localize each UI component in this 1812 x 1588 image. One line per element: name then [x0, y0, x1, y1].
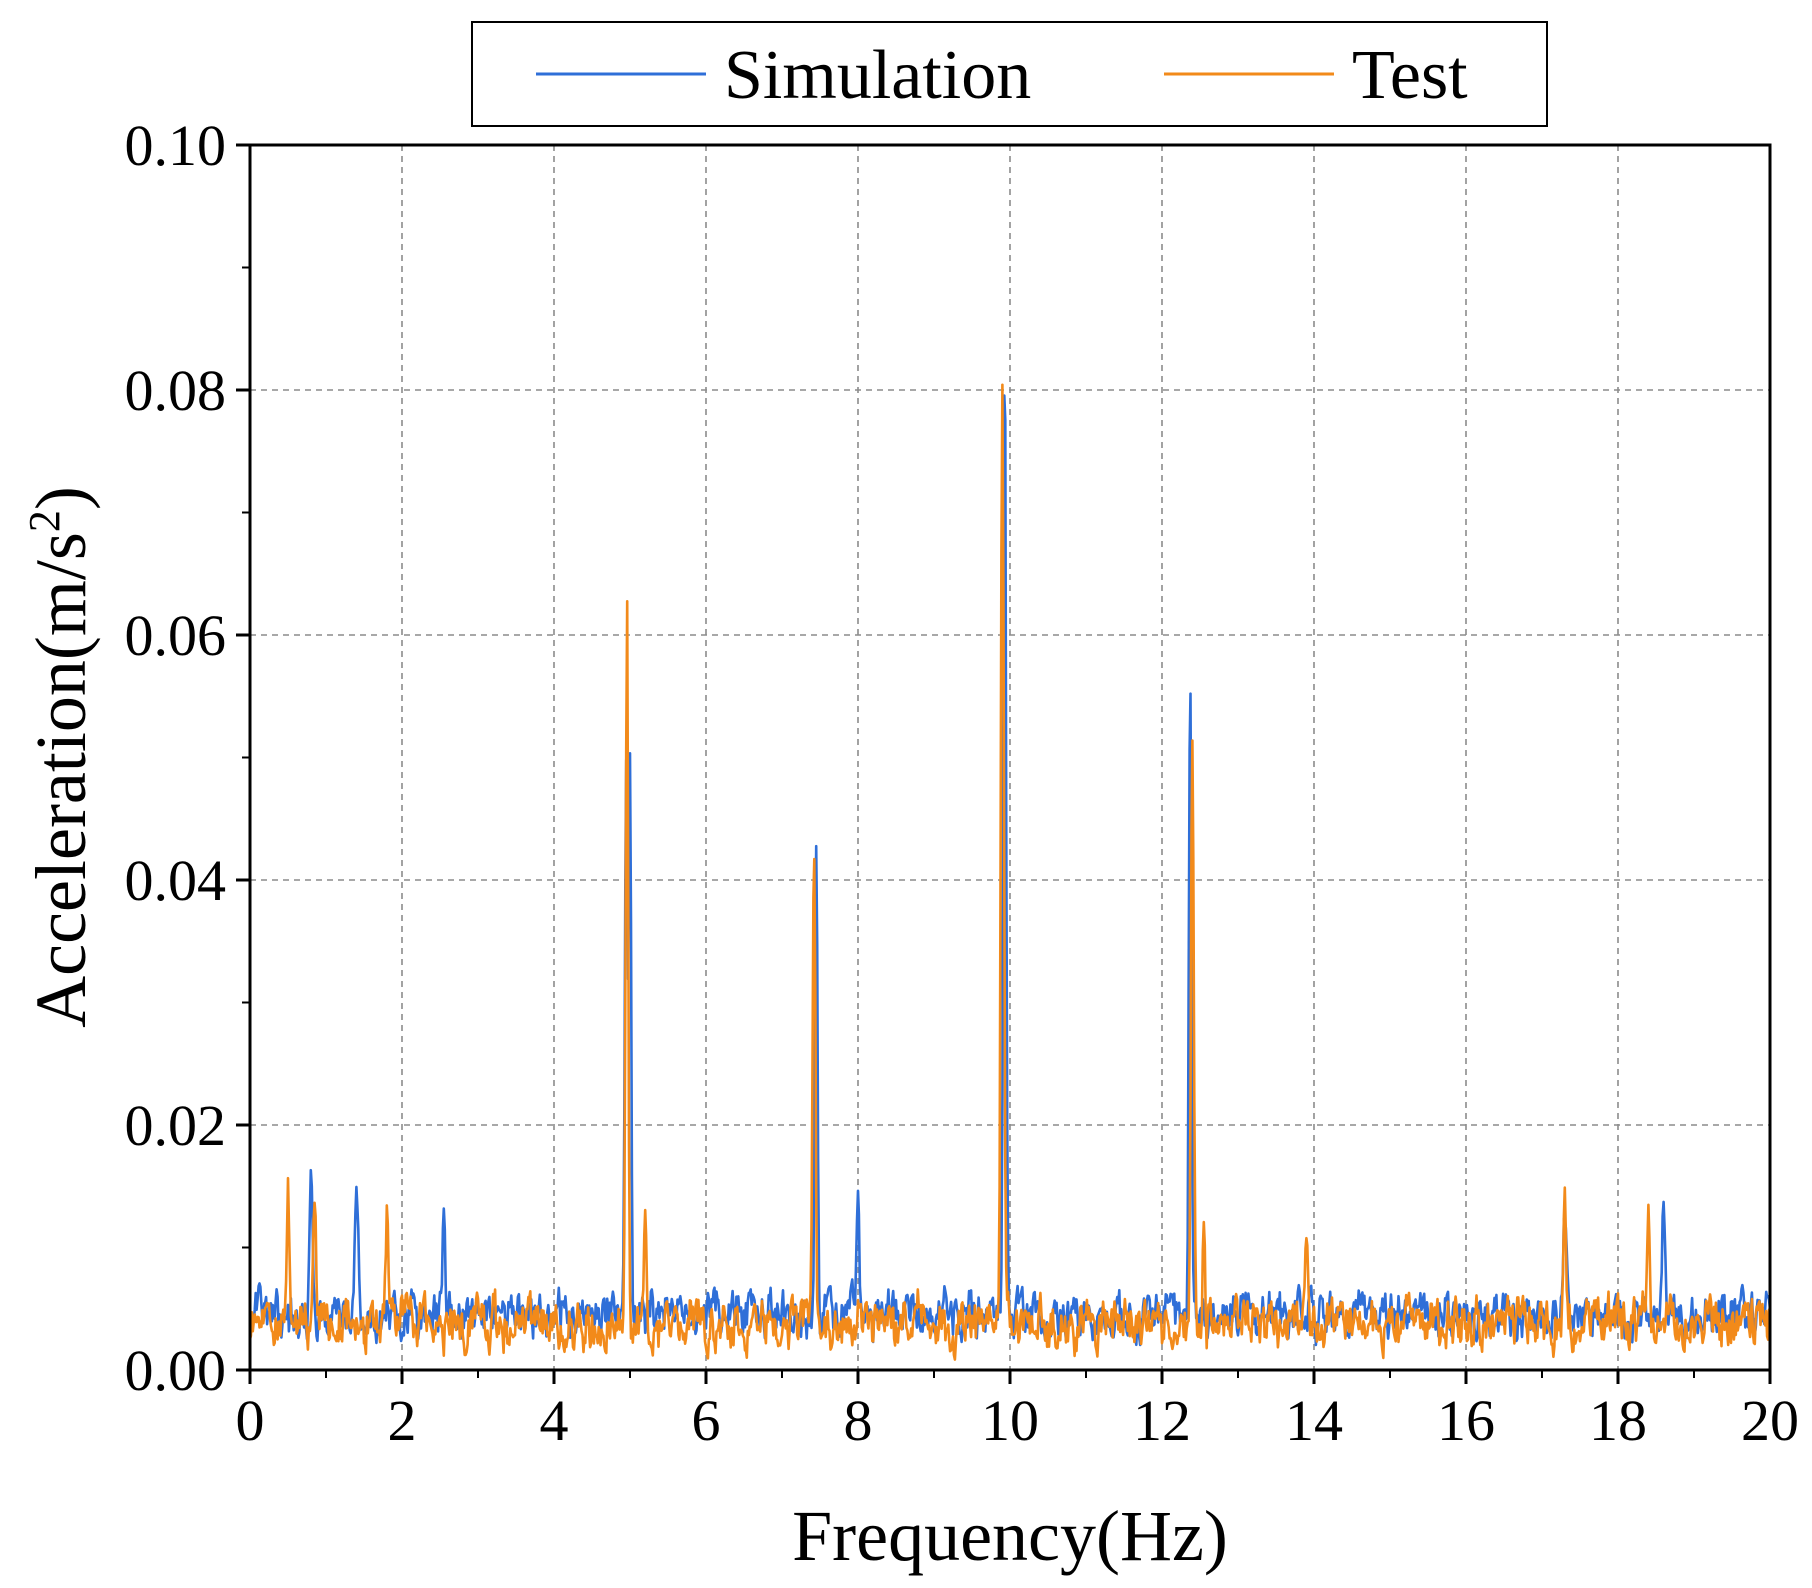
x-tick-label: 14 [1285, 1388, 1343, 1453]
x-tick-label: 16 [1437, 1388, 1495, 1453]
y-axis-label-superscript: 2 [20, 510, 69, 532]
y-tick-label: 0.04 [125, 848, 227, 913]
legend-label-test: Test [1352, 37, 1468, 114]
x-tick-label: 18 [1589, 1388, 1647, 1453]
tick-labels: 0 2 4 6 8 10 12 14 16 18 20 0.00 0.02 0.04 0.06 0.08 0.1… [125, 113, 1800, 1453]
y-axis-label-close: ) [21, 486, 101, 510]
legend: Simulation Test [471, 21, 1548, 127]
series-line-test [248, 383, 1772, 1361]
x-tick-label: 0 [236, 1388, 265, 1453]
x-axis-label: Frequency(Hz) [792, 1496, 1228, 1576]
x-tick-label: 6 [692, 1388, 721, 1453]
x-tick-label: 2 [388, 1388, 417, 1453]
y-axis-label: Acceleration(m/s2) [20, 486, 101, 1028]
x-tick-label: 10 [981, 1388, 1039, 1453]
plot-frame [248, 143, 1772, 1372]
legend-label-simulation: Simulation [724, 37, 1031, 114]
x-tick-label: 12 [1133, 1388, 1191, 1453]
grid-lines [250, 145, 1770, 1370]
axis-ticks [236, 143, 1772, 1384]
y-axis-label-main: Acceleration(m/s [21, 532, 101, 1028]
series-lines [248, 383, 1772, 1361]
y-tick-label: 0.06 [125, 603, 227, 668]
y-tick-label: 0.00 [125, 1338, 227, 1403]
x-tick-label: 8 [844, 1388, 873, 1453]
y-tick-label: 0.10 [125, 113, 227, 178]
x-tick-label: 4 [540, 1388, 569, 1453]
y-tick-label: 0.02 [125, 1093, 227, 1158]
x-tick-label: 20 [1741, 1388, 1799, 1453]
y-tick-label: 0.08 [125, 358, 227, 423]
